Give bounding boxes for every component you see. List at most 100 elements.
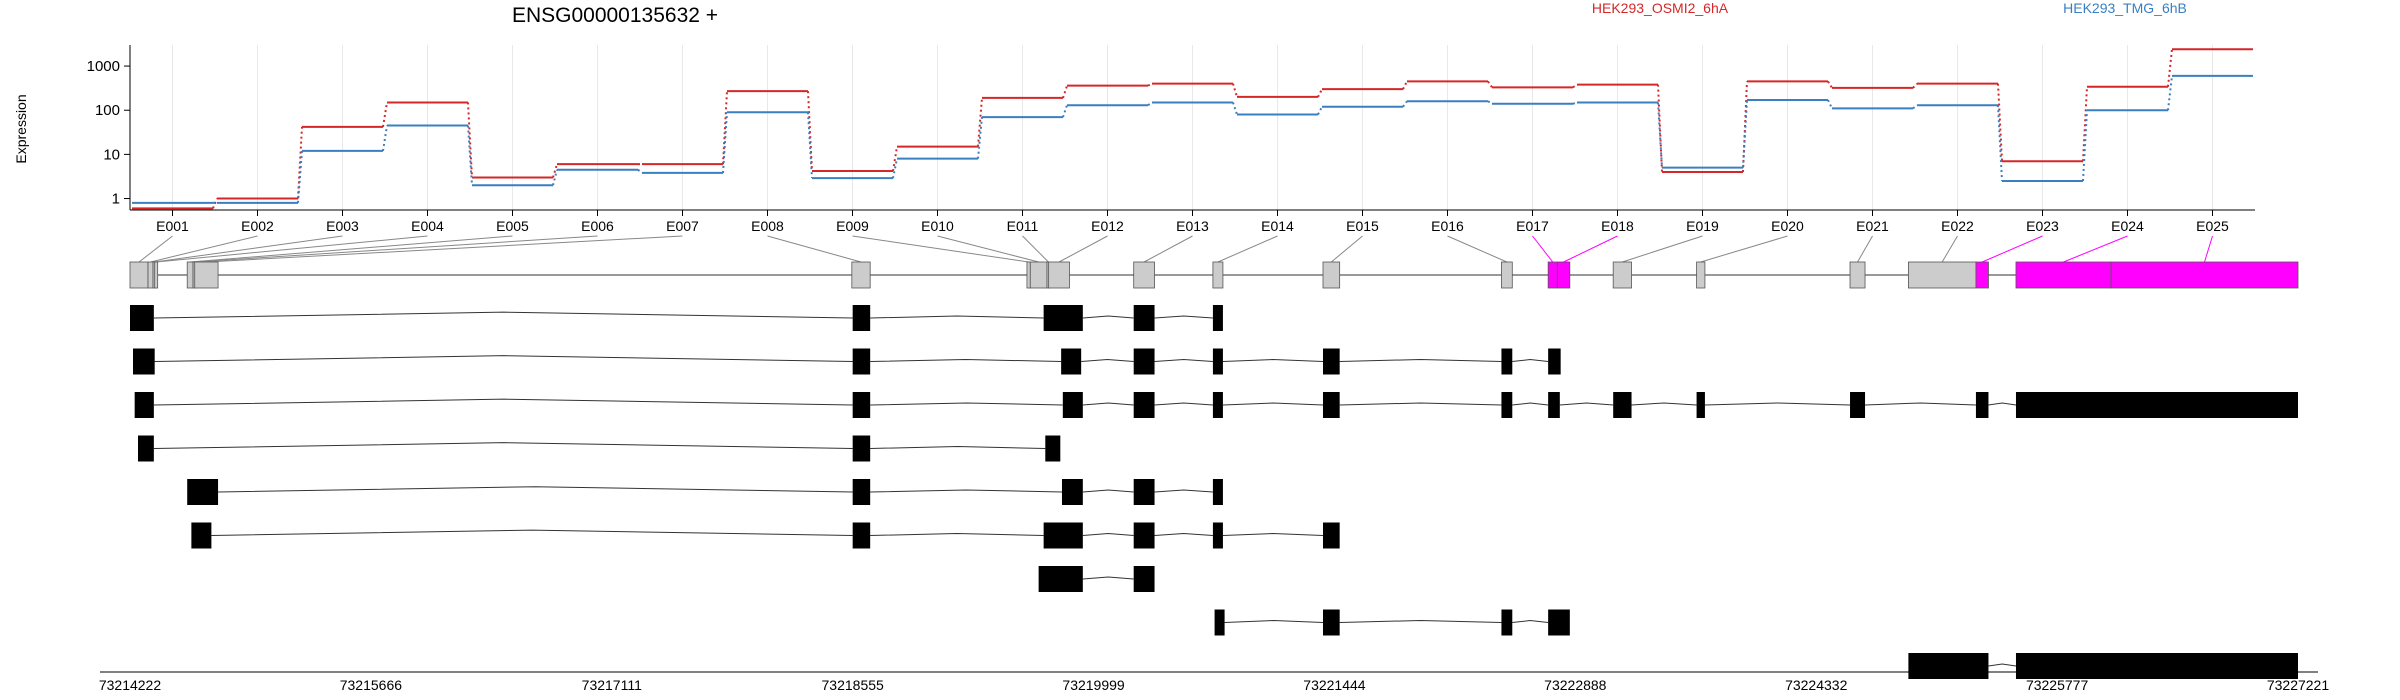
series-layer bbox=[132, 48, 2253, 210]
gene-model-exon bbox=[1026, 261, 1031, 289]
exon-connector bbox=[937, 235, 1039, 263]
exon-connector bbox=[1143, 235, 1193, 263]
transcript-exon bbox=[138, 435, 154, 462]
transcript-exon bbox=[852, 522, 871, 549]
exon-connector bbox=[1857, 235, 1873, 263]
transcript-exon bbox=[1322, 609, 1340, 636]
gene-model-exon bbox=[1907, 261, 1977, 289]
x-tick-label: E022 bbox=[1941, 218, 1974, 234]
transcript-exon bbox=[1061, 348, 1082, 375]
series-a-transition bbox=[1402, 80, 1408, 90]
transcripts-layer bbox=[130, 305, 2298, 679]
series-b-transition bbox=[1317, 106, 1323, 115]
transcript-intron bbox=[1222, 402, 1324, 406]
transcript-intron bbox=[1222, 358, 1324, 362]
transcript-exon bbox=[1038, 566, 1083, 592]
series-a-transition bbox=[1572, 83, 1578, 89]
series-a-transition bbox=[1062, 85, 1068, 99]
grid-layer bbox=[172, 45, 2213, 210]
series-b-transition bbox=[2082, 110, 2088, 182]
axes-layer: 1 10 100 1000 E001 E002 E003 E004 E005 E006 E007 E0… bbox=[87, 45, 2255, 234]
y-tick-label: 1 bbox=[112, 191, 120, 208]
gene-model-exon bbox=[154, 261, 159, 289]
transcript-intron bbox=[1339, 402, 1502, 406]
series-a-transition bbox=[1827, 80, 1833, 89]
x-tick-label: E009 bbox=[836, 218, 869, 234]
x-tick-label: E010 bbox=[921, 218, 954, 234]
transcript-intron bbox=[870, 315, 1044, 319]
transcript-exon bbox=[1133, 522, 1155, 549]
transcript-exon bbox=[1043, 305, 1083, 331]
transcript-exon bbox=[852, 348, 871, 375]
x-tick-label: E021 bbox=[1856, 218, 1889, 234]
gene-model-exon bbox=[1322, 261, 1341, 289]
exon-connector bbox=[852, 235, 1029, 263]
transcript-exon bbox=[1043, 522, 1083, 549]
exon-connector bbox=[1622, 235, 1703, 263]
exon-connector-layer bbox=[138, 235, 2213, 263]
transcript-exon bbox=[852, 305, 871, 331]
gene-model-exon bbox=[1975, 261, 1989, 289]
series-a-transition bbox=[977, 97, 983, 147]
series-b-transition bbox=[1827, 99, 1833, 109]
transcript-exon bbox=[1212, 392, 1223, 418]
transcript-exon bbox=[1061, 479, 1083, 505]
transcript-intron bbox=[1222, 532, 1324, 536]
transcript-intron bbox=[1081, 358, 1134, 362]
series-b-transition bbox=[637, 168, 643, 174]
transcript-exon bbox=[1133, 566, 1155, 592]
gene-model-exon bbox=[1133, 261, 1155, 289]
series-b-transition bbox=[1997, 105, 2003, 182]
x-tick-label: E015 bbox=[1346, 218, 1379, 234]
transcript-exon bbox=[1548, 348, 1561, 375]
gene-model-exon bbox=[2110, 261, 2299, 289]
transcript-intron bbox=[153, 311, 853, 319]
genomic-tick-label: 73222888 bbox=[1544, 677, 1607, 693]
transcript-exon bbox=[852, 435, 871, 462]
series-b-transition bbox=[1147, 101, 1153, 107]
exon-connector bbox=[1532, 235, 1554, 263]
exon-connector bbox=[767, 235, 862, 263]
gene-model-exon bbox=[1029, 261, 1048, 289]
transcript-intron bbox=[870, 402, 1063, 406]
transcript-intron bbox=[1082, 315, 1134, 319]
gene-model-exon bbox=[194, 261, 219, 289]
y-tick-label: 10 bbox=[103, 146, 120, 163]
transcript-intron bbox=[1512, 402, 1549, 406]
genomic-tick-label: 73225777 bbox=[2026, 677, 2089, 693]
x-tick-label: E019 bbox=[1686, 218, 1719, 234]
x-tick-label: E025 bbox=[2196, 218, 2229, 234]
genomic-tick-label: 73217111 bbox=[582, 677, 642, 693]
exon-connector bbox=[194, 235, 598, 263]
transcript-intron bbox=[870, 489, 1062, 493]
transcript-intron bbox=[1154, 402, 1213, 406]
transcript-exon bbox=[852, 392, 871, 418]
x-tick-label: E016 bbox=[1431, 218, 1464, 234]
x-tick-label: E001 bbox=[156, 218, 189, 234]
transcript-exon bbox=[2015, 392, 2298, 418]
exon-connector bbox=[1331, 235, 1363, 263]
series-a-transition bbox=[2167, 49, 2173, 87]
gene-model-exon bbox=[129, 261, 149, 289]
transcript-intron bbox=[1154, 358, 1213, 362]
transcript-exon bbox=[1133, 479, 1155, 505]
transcript-exon bbox=[1322, 522, 1340, 549]
transcript-intron bbox=[154, 355, 853, 362]
transcript-exon bbox=[1322, 392, 1340, 418]
transcript-exon bbox=[1212, 479, 1223, 505]
exon-connector bbox=[138, 235, 173, 263]
gene-model-exon bbox=[1696, 261, 1706, 289]
series-a-transition bbox=[1317, 88, 1323, 98]
series-b-transition bbox=[892, 158, 898, 179]
transcript-intron bbox=[1559, 402, 1614, 406]
genomic-tick-label: 73214222 bbox=[99, 677, 162, 693]
x-tick-label: E008 bbox=[751, 218, 784, 234]
x-tick-label: E013 bbox=[1176, 218, 1209, 234]
series-b-transition bbox=[1232, 102, 1238, 115]
exon-connector bbox=[190, 235, 513, 263]
gene-model-exon bbox=[1048, 261, 1070, 289]
x-tick-label: E018 bbox=[1601, 218, 1634, 234]
exon-connector bbox=[1447, 235, 1508, 263]
exon-connector bbox=[1563, 235, 1618, 263]
exon-connector bbox=[1058, 235, 1108, 263]
